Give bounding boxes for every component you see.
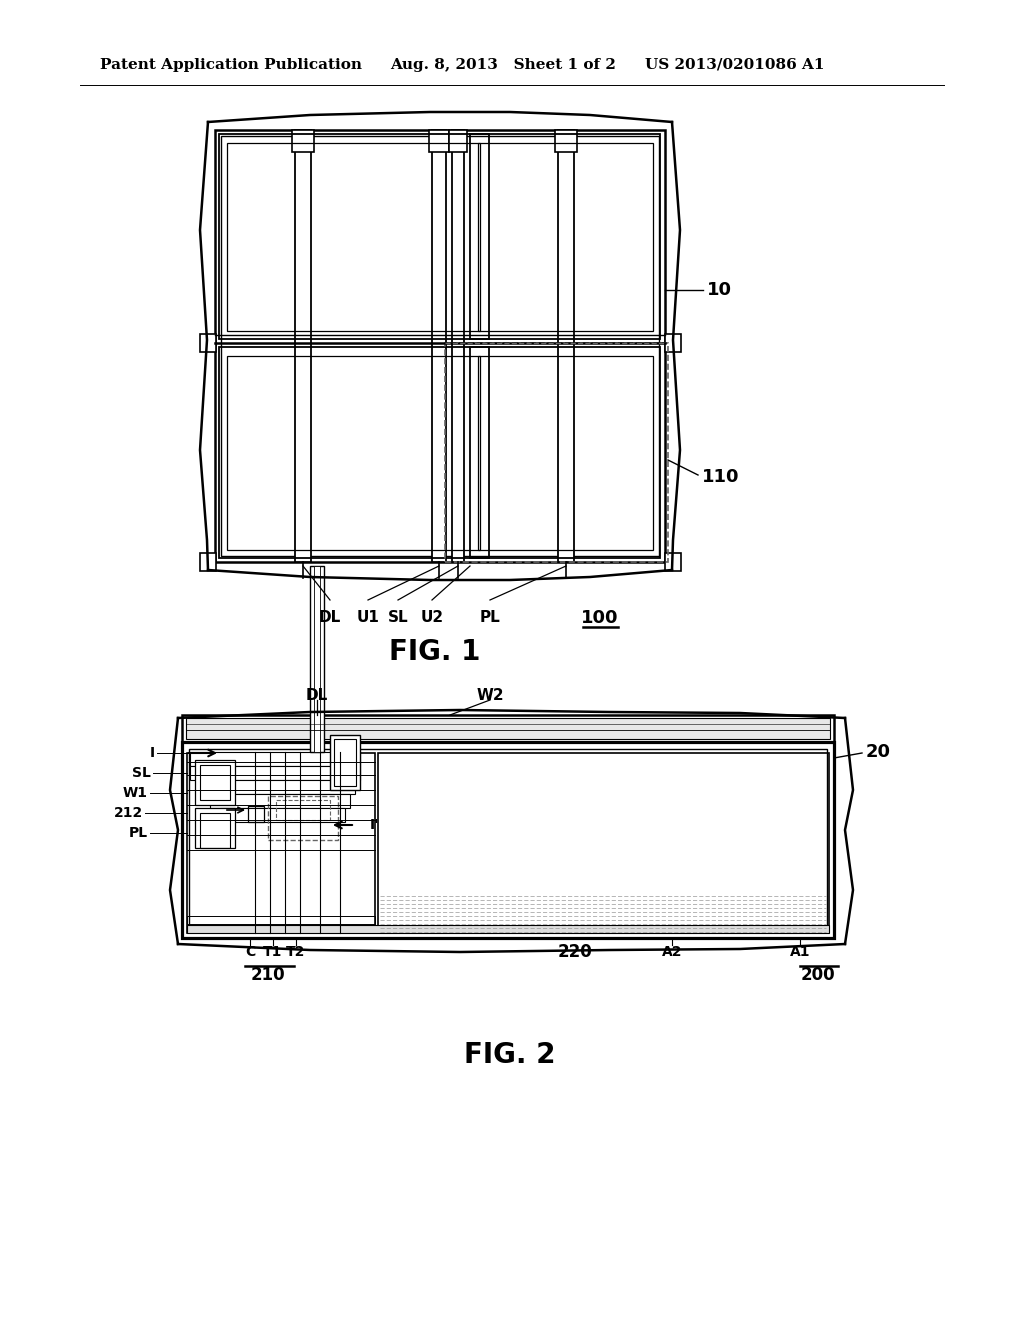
Bar xyxy=(187,916,375,924)
Bar xyxy=(195,808,234,847)
Text: U1: U1 xyxy=(356,610,380,626)
Bar xyxy=(248,807,264,822)
Bar xyxy=(182,715,834,742)
Bar xyxy=(187,752,375,933)
Bar xyxy=(210,795,350,808)
Bar xyxy=(555,129,577,152)
Bar xyxy=(227,356,480,550)
Bar xyxy=(665,334,681,352)
Bar xyxy=(227,143,480,331)
Text: C: C xyxy=(245,945,255,960)
Text: DL: DL xyxy=(306,689,328,704)
Text: Patent Application Publication: Patent Application Publication xyxy=(100,58,362,73)
Text: W1: W1 xyxy=(123,785,148,800)
Text: I: I xyxy=(150,746,155,760)
Text: 110: 110 xyxy=(702,469,739,486)
Bar xyxy=(558,129,574,562)
Text: FIG. 1: FIG. 1 xyxy=(389,638,480,667)
Text: FIG. 2: FIG. 2 xyxy=(464,1041,556,1069)
Bar xyxy=(200,780,355,795)
Bar xyxy=(470,135,660,339)
Bar xyxy=(187,925,829,933)
Text: 210: 210 xyxy=(251,966,286,983)
Bar xyxy=(334,739,356,785)
Text: 220: 220 xyxy=(558,942,592,961)
Bar xyxy=(200,766,230,800)
Text: W2: W2 xyxy=(476,689,504,704)
Text: PL: PL xyxy=(129,826,148,840)
Bar xyxy=(292,129,314,152)
Bar xyxy=(452,129,464,562)
Text: SL: SL xyxy=(388,610,409,626)
Text: T1: T1 xyxy=(263,945,283,960)
Bar xyxy=(200,813,230,847)
Bar xyxy=(478,356,653,550)
Bar xyxy=(200,334,216,352)
Bar xyxy=(449,129,467,152)
Bar xyxy=(432,129,446,562)
Text: DL: DL xyxy=(318,610,341,626)
Bar xyxy=(314,566,319,752)
Text: PL: PL xyxy=(479,610,501,626)
Bar xyxy=(445,343,668,562)
Bar xyxy=(195,760,234,805)
Bar xyxy=(215,129,665,562)
Text: 10: 10 xyxy=(707,281,732,300)
Bar xyxy=(470,347,660,558)
Text: A2: A2 xyxy=(662,945,682,960)
Text: 100: 100 xyxy=(582,609,618,627)
Text: I': I' xyxy=(370,818,380,832)
Text: A1: A1 xyxy=(790,945,810,960)
Bar xyxy=(276,800,330,820)
Bar xyxy=(219,135,489,339)
Bar xyxy=(378,752,829,933)
Bar xyxy=(186,718,830,739)
Bar xyxy=(190,752,360,766)
Text: SL: SL xyxy=(132,766,151,780)
Bar xyxy=(330,735,360,789)
Bar xyxy=(219,347,489,558)
Bar xyxy=(429,129,449,152)
Bar xyxy=(182,742,834,939)
Bar xyxy=(200,553,216,572)
Text: T2: T2 xyxy=(287,945,306,960)
Text: 200: 200 xyxy=(801,966,836,983)
Text: 212: 212 xyxy=(114,807,143,820)
Bar xyxy=(665,553,681,572)
Bar xyxy=(190,766,360,780)
Bar xyxy=(310,566,324,752)
Text: Aug. 8, 2013   Sheet 1 of 2: Aug. 8, 2013 Sheet 1 of 2 xyxy=(390,58,615,73)
Bar xyxy=(478,143,653,331)
Bar xyxy=(221,136,659,556)
Bar xyxy=(295,129,311,562)
Text: U2: U2 xyxy=(421,610,443,626)
Text: US 2013/0201086 A1: US 2013/0201086 A1 xyxy=(645,58,824,73)
Bar xyxy=(268,796,338,840)
Bar xyxy=(189,748,827,932)
Text: 20: 20 xyxy=(866,743,891,762)
Bar xyxy=(220,808,345,822)
